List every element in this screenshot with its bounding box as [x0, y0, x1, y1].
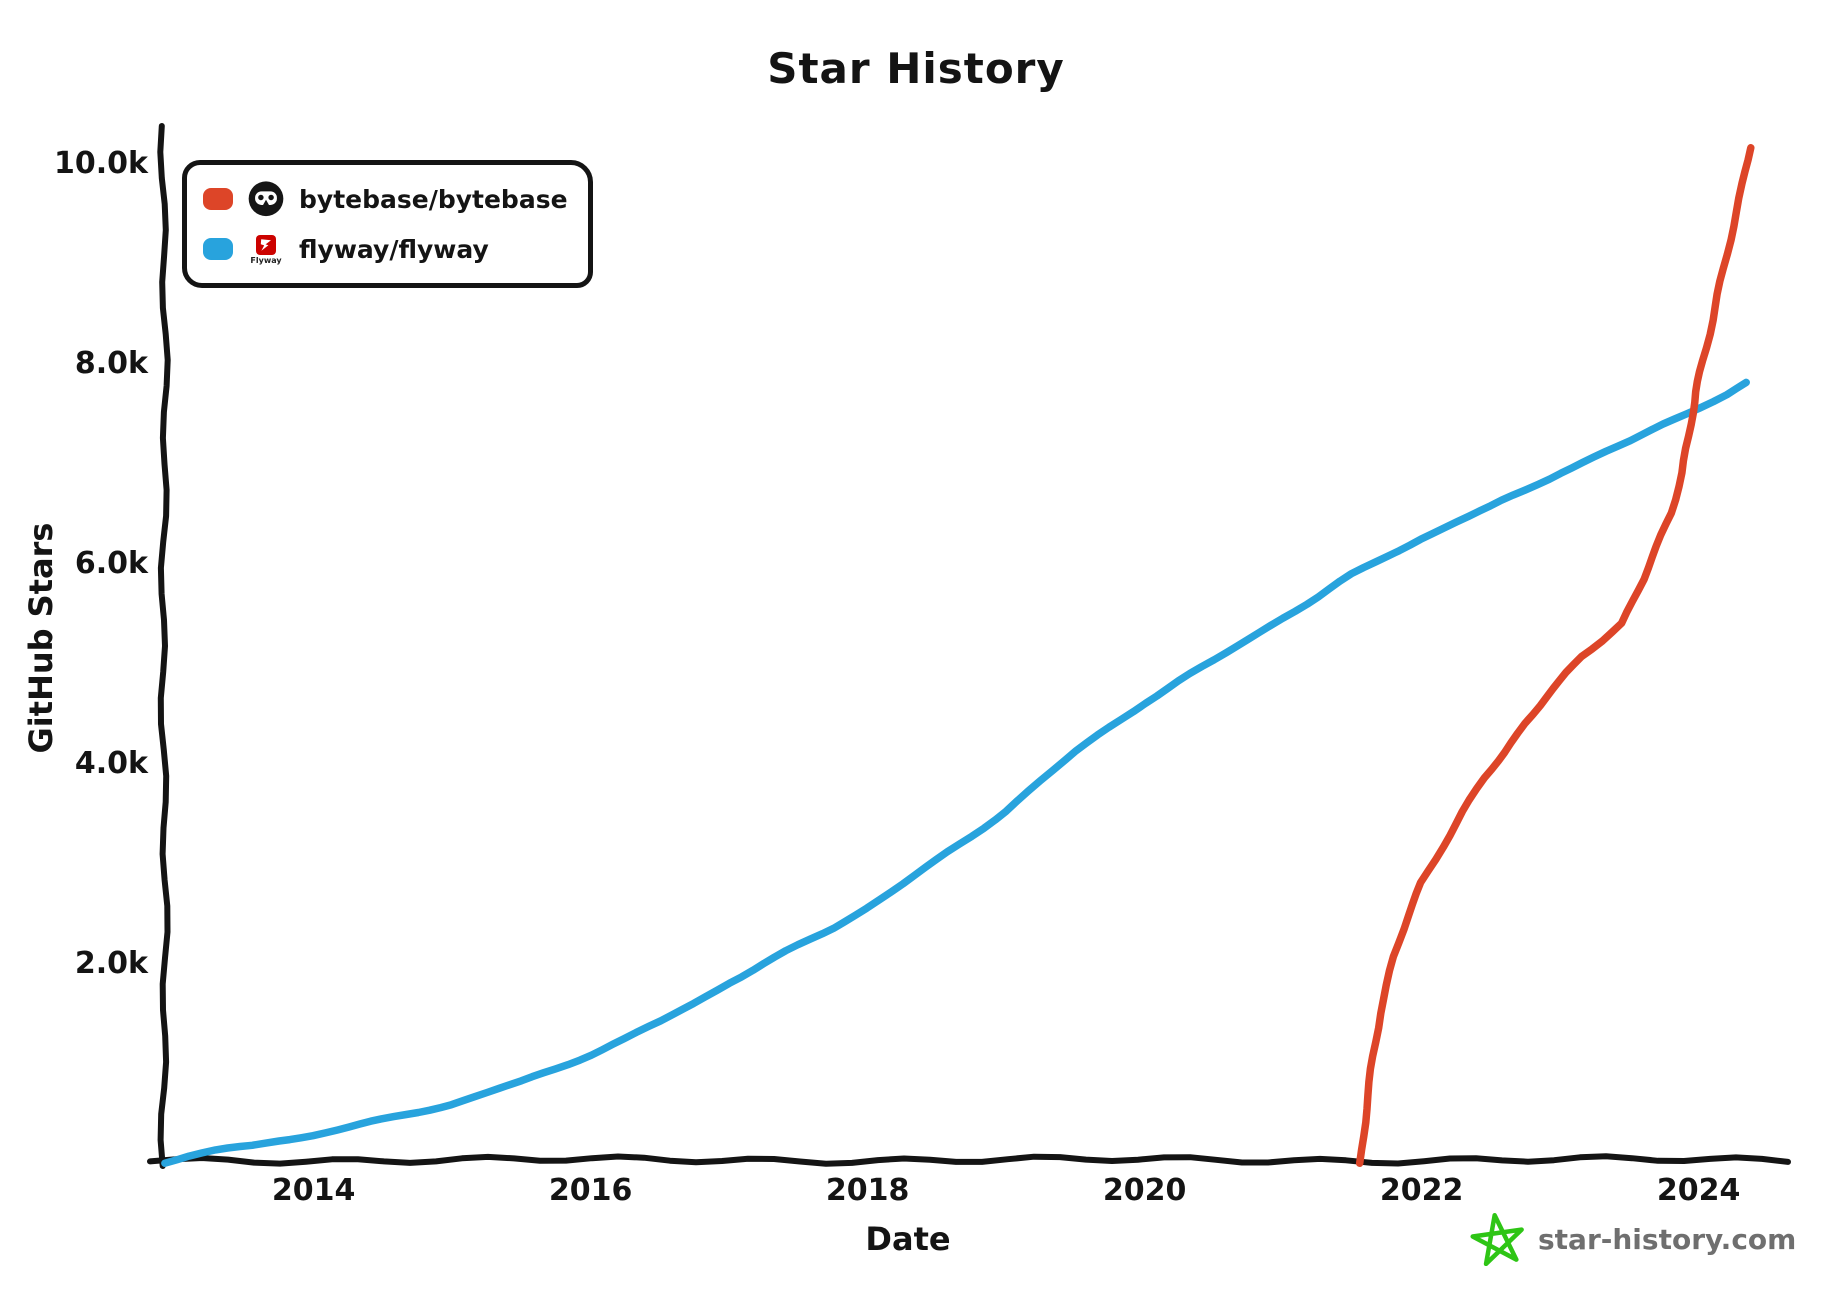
x-tick-label: 2022	[1380, 1173, 1464, 1208]
series-line-flyway[interactable]	[161, 378, 1750, 1167]
x-tick-label: 2018	[826, 1173, 910, 1208]
x-tick-label: 2024	[1657, 1173, 1741, 1208]
bytebase-avatar-icon	[246, 180, 286, 218]
series-line-bytebase[interactable]	[1355, 144, 1755, 1167]
chart-title: Star History	[767, 44, 1065, 93]
flyway-logo-word: Flyway	[250, 255, 282, 265]
flyway-logo-icon: Flyway	[246, 234, 286, 265]
x-tick-label: 2014	[272, 1173, 356, 1208]
watermark: star-history.com	[1470, 1212, 1796, 1266]
x-axis-title: Date	[865, 1220, 950, 1258]
x-tick-label: 2020	[1103, 1173, 1187, 1208]
y-tick-label: 8.0k	[75, 346, 149, 381]
watermark-text: star-history.com	[1538, 1222, 1797, 1256]
x-axis-line	[147, 1153, 1791, 1167]
y-axis-title: GitHub Stars	[22, 523, 60, 754]
legend-item-label: bytebase/bytebase	[299, 184, 568, 214]
star-icon	[1470, 1212, 1524, 1266]
y-tick-label: 10.0k	[54, 146, 149, 181]
flyway-color-swatch	[203, 238, 233, 260]
y-tick-label: 2.0k	[75, 946, 149, 981]
legend-item-label: flyway/flyway	[299, 234, 489, 264]
legend-item-bytebase: bytebase/bytebase	[203, 175, 568, 223]
x-tick-label: 2016	[549, 1173, 633, 1208]
legend-item-flyway: Flyway flyway/flyway	[203, 225, 568, 273]
bytebase-color-swatch	[203, 188, 233, 210]
y-tick-label: 4.0k	[75, 746, 149, 781]
y-axis-line	[157, 123, 171, 1169]
y-tick-label: 6.0k	[75, 546, 149, 581]
legend: bytebase/bytebase Flyway flyway/flyway	[182, 160, 593, 288]
